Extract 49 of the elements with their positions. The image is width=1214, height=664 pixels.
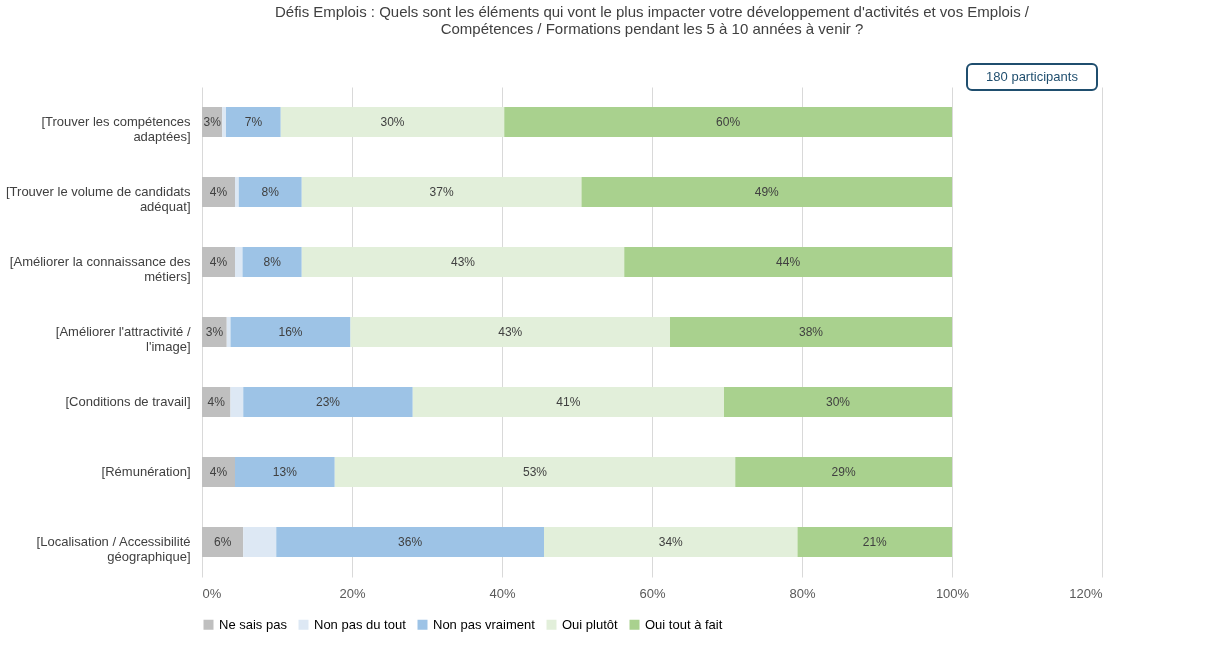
data-label: 38% <box>798 325 824 339</box>
legend-label: Non pas du tout <box>314 616 407 632</box>
data-label: 7% <box>244 115 263 129</box>
data-label: 4% <box>207 395 226 409</box>
y-tick-label: [Améliorer la connaissance des métiers] <box>9 254 191 284</box>
data-label: 44% <box>776 255 801 269</box>
y-tick-label: [Conditions de travail] <box>65 394 191 409</box>
data-label: 53% <box>522 465 548 479</box>
x-tick-label: 100% <box>935 585 970 601</box>
data-label: 29% <box>831 465 856 479</box>
data-label: 34% <box>658 535 684 549</box>
data-label: 43% <box>498 325 523 339</box>
data-label: 4% <box>209 185 228 199</box>
data-label: 21% <box>862 535 888 549</box>
data-label: 3% <box>203 115 222 129</box>
data-label: 60% <box>716 115 741 129</box>
y-tick-label: [Améliorer l'attractivité / l'image] <box>55 324 191 354</box>
x-tick-label: 60% <box>639 585 666 601</box>
y-tick-label: [Trouver les compétences adaptées] <box>41 114 191 144</box>
data-label: 43% <box>450 255 476 269</box>
data-label: 49% <box>754 185 780 199</box>
legend-label: Oui tout à fait <box>645 616 723 632</box>
data-label: 23% <box>315 395 341 409</box>
x-tick-label: 120% <box>1069 585 1103 601</box>
data-label: 8% <box>263 255 282 269</box>
data-label: 30% <box>380 115 405 129</box>
data-label: 4% <box>209 465 228 479</box>
data-label: 41% <box>556 395 581 409</box>
x-tick-label: 80% <box>789 585 816 601</box>
y-tick-label: [Rémunération] <box>101 464 191 479</box>
x-tick-label: 40% <box>489 585 516 601</box>
data-label: 4% <box>209 255 228 269</box>
data-label: 30% <box>825 395 851 409</box>
x-tick-label: 0% <box>202 585 222 601</box>
data-label: 3% <box>205 325 224 339</box>
chart-title: Défis Emplois : Quels sont les éléments qui vont le plus impacter votre développement d'activités et vos Emplois / Compétences / Formations pendant les 5 à 10 années à venir ? <box>274 3 1030 37</box>
data-label: 8% <box>261 185 280 199</box>
legend-label: Oui plutôt <box>562 616 619 632</box>
legend-label: Ne sais pas <box>219 616 288 632</box>
legend-label: Non pas vraiment <box>433 616 536 632</box>
data-label: 37% <box>429 185 454 199</box>
x-tick-label: 20% <box>339 585 366 601</box>
y-tick-label: [Localisation / Accessibilité géographique] <box>36 534 191 564</box>
data-label: 6% <box>213 535 232 549</box>
y-tick-label: [Trouver le volume de candidats adéquat] <box>5 184 191 214</box>
data-label: 36% <box>398 535 423 549</box>
text: 180 participants <box>986 69 1079 84</box>
data-label: 16% <box>278 325 303 339</box>
data-label: 13% <box>272 465 298 479</box>
